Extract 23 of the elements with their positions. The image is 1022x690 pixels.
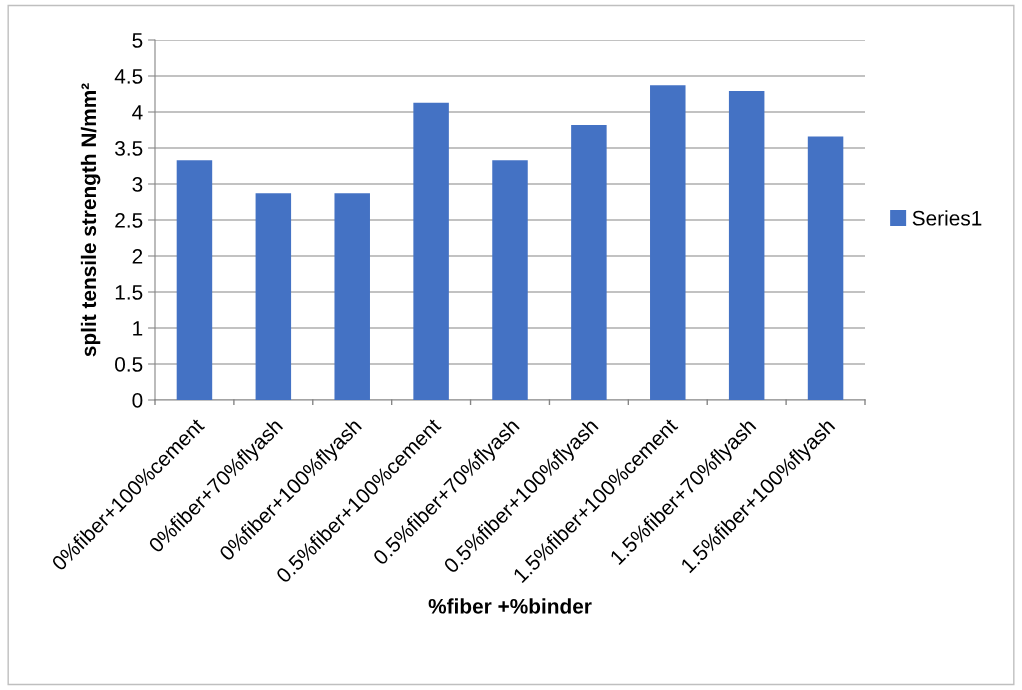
bar <box>650 85 686 400</box>
y-tick-label: 0.5 <box>115 357 143 372</box>
y-tick-label: 3.5 <box>115 141 143 156</box>
y-tick-label: 4 <box>132 105 143 120</box>
bar <box>571 124 607 400</box>
bar <box>728 91 765 400</box>
y-tick-label: 1.5 <box>115 285 143 300</box>
y-axis-title: split tensile strength N/mm² <box>80 83 101 357</box>
y-tick-label: 3 <box>132 177 143 192</box>
y-tick-label: 5 <box>132 33 143 48</box>
y-tick-label: 2 <box>132 249 143 264</box>
bar <box>807 136 844 400</box>
y-tick-label: 1 <box>133 321 143 336</box>
bar <box>255 193 292 400</box>
legend-label: Series1 <box>912 210 982 226</box>
x-axis-title: %fiber +%binder <box>428 598 592 614</box>
bar <box>176 160 213 400</box>
y-tick-label: 4.5 <box>114 69 143 84</box>
bar <box>334 193 370 400</box>
bar <box>413 102 449 400</box>
y-tick-label: 2.5 <box>115 213 143 228</box>
bar <box>492 160 528 400</box>
y-tick-label: 0 <box>132 393 143 408</box>
